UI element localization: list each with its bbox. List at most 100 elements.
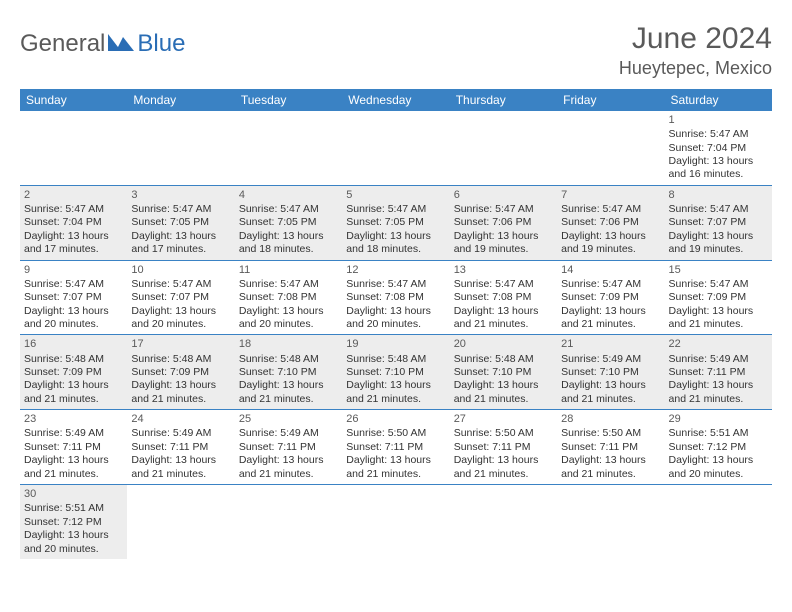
calendar-cell: 29Sunrise: 5:51 AMSunset: 7:12 PMDayligh… xyxy=(665,410,772,485)
sunset-line: Sunset: 7:05 PM xyxy=(131,216,230,229)
day-number: 16 xyxy=(24,337,123,351)
day-number: 10 xyxy=(131,263,230,277)
sunset-line: Sunset: 7:10 PM xyxy=(346,366,445,379)
sunset-line: Sunset: 7:06 PM xyxy=(561,216,660,229)
calendar-cell: 2Sunrise: 5:47 AMSunset: 7:04 PMDaylight… xyxy=(20,185,127,260)
logo: General Blue xyxy=(20,22,185,58)
daylight-line: Daylight: 13 hours and 21 minutes. xyxy=(561,379,660,406)
day-number: 22 xyxy=(669,337,768,351)
daylight-line: Daylight: 13 hours and 16 minutes. xyxy=(669,155,768,182)
sunset-line: Sunset: 7:09 PM xyxy=(24,366,123,379)
calendar-cell: 25Sunrise: 5:49 AMSunset: 7:11 PMDayligh… xyxy=(235,410,342,485)
sunset-line: Sunset: 7:08 PM xyxy=(239,291,338,304)
day-header: Wednesday xyxy=(342,89,449,111)
calendar-cell: 18Sunrise: 5:48 AMSunset: 7:10 PMDayligh… xyxy=(235,335,342,410)
sunset-line: Sunset: 7:09 PM xyxy=(561,291,660,304)
sunset-line: Sunset: 7:10 PM xyxy=(239,366,338,379)
calendar-cell-empty xyxy=(450,485,557,559)
day-number: 24 xyxy=(131,412,230,426)
sunrise-line: Sunrise: 5:47 AM xyxy=(239,203,338,216)
sunset-line: Sunset: 7:08 PM xyxy=(454,291,553,304)
sunset-line: Sunset: 7:06 PM xyxy=(454,216,553,229)
calendar-cell-empty xyxy=(665,485,772,559)
sunrise-line: Sunrise: 5:49 AM xyxy=(561,353,660,366)
calendar-cell: 10Sunrise: 5:47 AMSunset: 7:07 PMDayligh… xyxy=(127,260,234,335)
calendar-cell-empty xyxy=(450,111,557,185)
calendar-cell: 11Sunrise: 5:47 AMSunset: 7:08 PMDayligh… xyxy=(235,260,342,335)
sunset-line: Sunset: 7:11 PM xyxy=(454,441,553,454)
day-number: 6 xyxy=(454,188,553,202)
calendar-week: 30Sunrise: 5:51 AMSunset: 7:12 PMDayligh… xyxy=(20,485,772,559)
day-number: 27 xyxy=(454,412,553,426)
daylight-line: Daylight: 13 hours and 20 minutes. xyxy=(346,305,445,332)
day-number: 17 xyxy=(131,337,230,351)
header-right: June 2024 Hueytepec, Mexico xyxy=(619,22,772,79)
sunrise-line: Sunrise: 5:51 AM xyxy=(24,502,123,515)
calendar-cell-empty xyxy=(235,485,342,559)
daylight-line: Daylight: 13 hours and 20 minutes. xyxy=(24,529,123,556)
sunset-line: Sunset: 7:07 PM xyxy=(669,216,768,229)
daylight-line: Daylight: 13 hours and 17 minutes. xyxy=(24,230,123,257)
daylight-line: Daylight: 13 hours and 19 minutes. xyxy=(669,230,768,257)
daylight-line: Daylight: 13 hours and 21 minutes. xyxy=(454,379,553,406)
day-number: 1 xyxy=(669,113,768,127)
day-number: 15 xyxy=(669,263,768,277)
day-header: Friday xyxy=(557,89,664,111)
calendar-week: 2Sunrise: 5:47 AMSunset: 7:04 PMDaylight… xyxy=(20,185,772,260)
logo-text-1: General xyxy=(20,30,105,58)
sunrise-line: Sunrise: 5:47 AM xyxy=(239,278,338,291)
sunset-line: Sunset: 7:08 PM xyxy=(346,291,445,304)
calendar-cell: 19Sunrise: 5:48 AMSunset: 7:10 PMDayligh… xyxy=(342,335,449,410)
daylight-line: Daylight: 13 hours and 21 minutes. xyxy=(239,454,338,481)
page-title: June 2024 xyxy=(619,22,772,56)
calendar-cell-empty xyxy=(342,485,449,559)
day-number: 4 xyxy=(239,188,338,202)
daylight-line: Daylight: 13 hours and 18 minutes. xyxy=(346,230,445,257)
daylight-line: Daylight: 13 hours and 21 minutes. xyxy=(239,379,338,406)
calendar-cell: 15Sunrise: 5:47 AMSunset: 7:09 PMDayligh… xyxy=(665,260,772,335)
calendar-cell: 26Sunrise: 5:50 AMSunset: 7:11 PMDayligh… xyxy=(342,410,449,485)
day-number: 13 xyxy=(454,263,553,277)
sunset-line: Sunset: 7:05 PM xyxy=(346,216,445,229)
daylight-line: Daylight: 13 hours and 21 minutes. xyxy=(131,454,230,481)
daylight-line: Daylight: 13 hours and 18 minutes. xyxy=(239,230,338,257)
daylight-line: Daylight: 13 hours and 20 minutes. xyxy=(239,305,338,332)
header: General Blue June 2024 Hueytepec, Mexico xyxy=(20,22,772,79)
daylight-line: Daylight: 13 hours and 21 minutes. xyxy=(561,305,660,332)
calendar-cell: 9Sunrise: 5:47 AMSunset: 7:07 PMDaylight… xyxy=(20,260,127,335)
daylight-line: Daylight: 13 hours and 20 minutes. xyxy=(131,305,230,332)
sunset-line: Sunset: 7:05 PM xyxy=(239,216,338,229)
daylight-line: Daylight: 13 hours and 19 minutes. xyxy=(561,230,660,257)
sunset-line: Sunset: 7:04 PM xyxy=(669,142,768,155)
sunrise-line: Sunrise: 5:49 AM xyxy=(24,427,123,440)
sunset-line: Sunset: 7:07 PM xyxy=(131,291,230,304)
sunset-line: Sunset: 7:11 PM xyxy=(131,441,230,454)
daylight-line: Daylight: 13 hours and 21 minutes. xyxy=(24,379,123,406)
daylight-line: Daylight: 13 hours and 21 minutes. xyxy=(454,305,553,332)
calendar-cell: 3Sunrise: 5:47 AMSunset: 7:05 PMDaylight… xyxy=(127,185,234,260)
day-header-row: SundayMondayTuesdayWednesdayThursdayFrid… xyxy=(20,89,772,111)
daylight-line: Daylight: 13 hours and 21 minutes. xyxy=(24,454,123,481)
daylight-line: Daylight: 13 hours and 21 minutes. xyxy=(669,305,768,332)
sunset-line: Sunset: 7:07 PM xyxy=(24,291,123,304)
daylight-line: Daylight: 13 hours and 20 minutes. xyxy=(669,454,768,481)
day-number: 14 xyxy=(561,263,660,277)
sunrise-line: Sunrise: 5:47 AM xyxy=(24,278,123,291)
daylight-line: Daylight: 13 hours and 21 minutes. xyxy=(561,454,660,481)
calendar-cell-empty xyxy=(557,111,664,185)
calendar-week: 9Sunrise: 5:47 AMSunset: 7:07 PMDaylight… xyxy=(20,260,772,335)
calendar-cell: 16 Sunrise: 5:48 AMSunset: 7:09 PMDayligh… xyxy=(20,335,127,410)
day-number: 21 xyxy=(561,337,660,351)
day-number: 25 xyxy=(239,412,338,426)
logo-text-2: Blue xyxy=(137,30,185,58)
calendar-cell: 22Sunrise: 5:49 AMSunset: 7:11 PMDayligh… xyxy=(665,335,772,410)
day-header: Tuesday xyxy=(235,89,342,111)
calendar-cell: 6Sunrise: 5:47 AMSunset: 7:06 PMDaylight… xyxy=(450,185,557,260)
day-number: 26 xyxy=(346,412,445,426)
sunrise-line: Sunrise: 5:48 AM xyxy=(24,353,123,366)
calendar-cell: 5Sunrise: 5:47 AMSunset: 7:05 PMDaylight… xyxy=(342,185,449,260)
sunrise-line: Sunrise: 5:47 AM xyxy=(669,278,768,291)
calendar-cell: 28Sunrise: 5:50 AMSunset: 7:11 PMDayligh… xyxy=(557,410,664,485)
sunset-line: Sunset: 7:09 PM xyxy=(131,366,230,379)
day-number: 11 xyxy=(239,263,338,277)
